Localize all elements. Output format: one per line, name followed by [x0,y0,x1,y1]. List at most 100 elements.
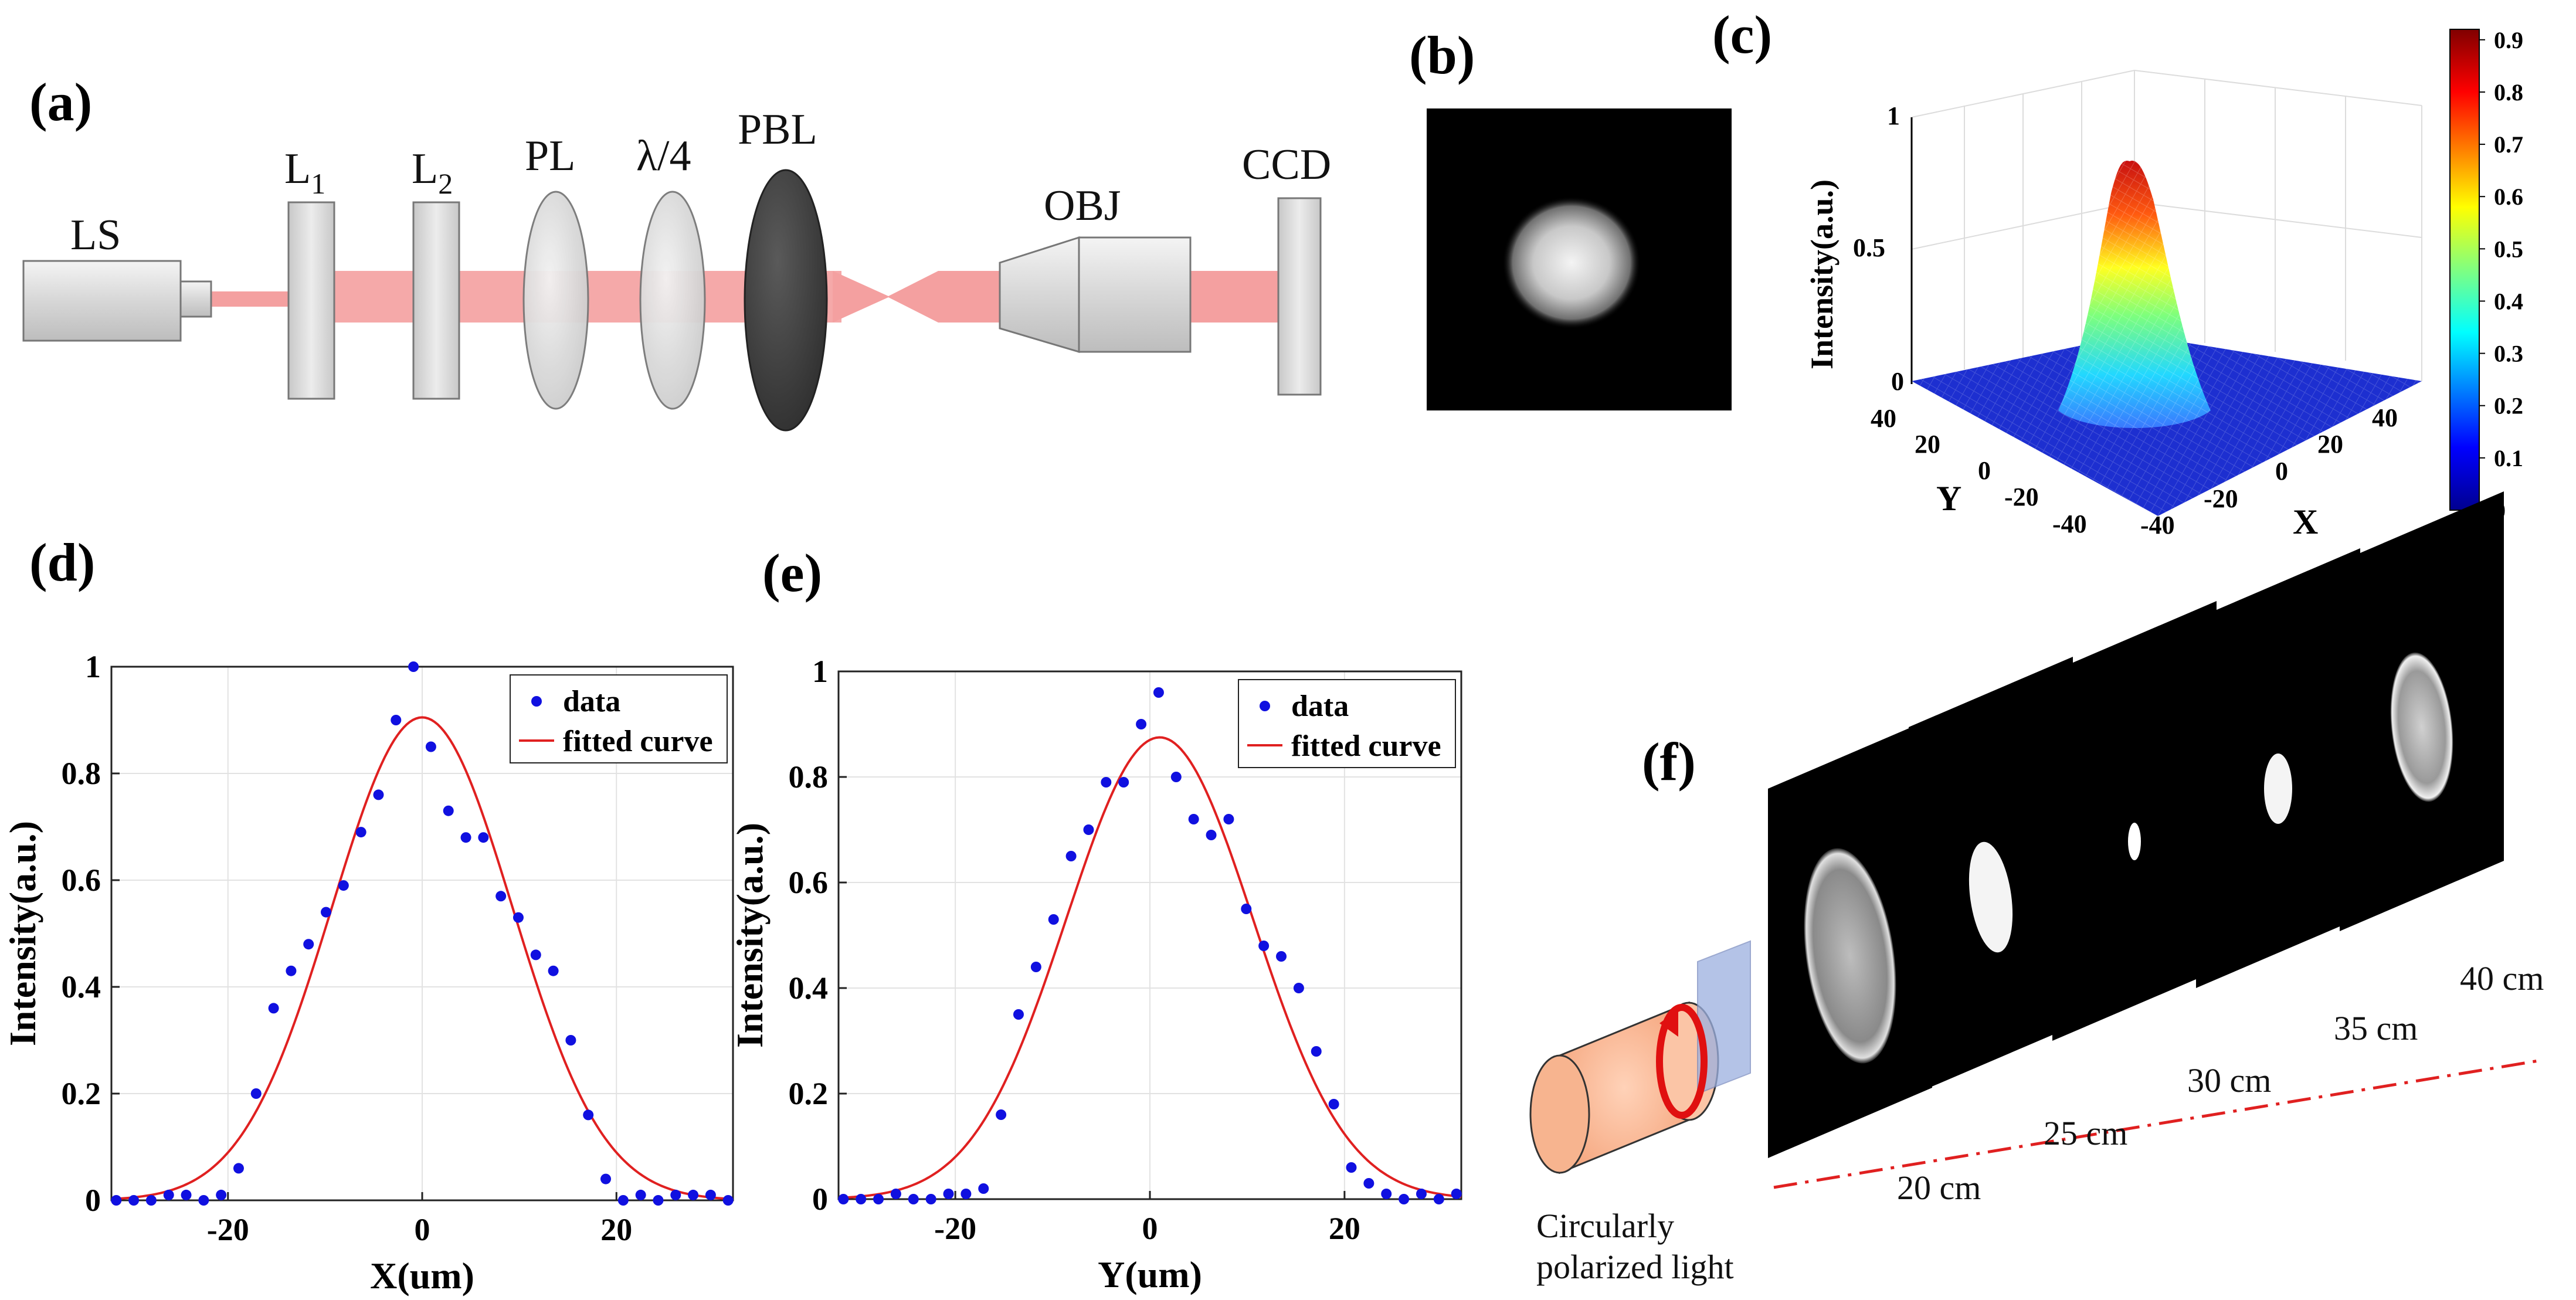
data-point [1258,941,1270,951]
data-point [705,1189,716,1200]
ylabel: Y [1936,479,1961,518]
x-tick-label: 0 [415,1212,430,1247]
y-tick-label: 0.2 [789,1076,829,1111]
data-point [1170,772,1182,782]
laser-aperture [179,280,212,318]
data-point [1363,1178,1374,1189]
data-point [565,1035,576,1046]
data-point [338,880,349,891]
data-point [1311,1046,1322,1057]
y-tick-label: 0.2 [62,1076,101,1111]
legend-marker-data [1260,701,1270,711]
panel-f-propagation: (f) Circularly polarized light [1529,491,2544,1286]
label-quarter-wave: λ/4 [636,132,691,180]
beam-spot [1502,196,1641,329]
label-l1-main: L [284,145,311,193]
y-tick-label: 0 [85,1183,101,1218]
data-point [425,741,436,752]
label-pl: PL [525,132,575,180]
surface-peak-mesh [2058,161,2211,428]
label-l2: L2 [412,145,453,200]
panel-label-d: (d) [29,532,95,592]
y-tick-label: 1 [812,654,828,689]
spot-20cm [1804,848,1896,1064]
data-point [1030,962,1041,972]
x-tick-label: 0 [1142,1211,1158,1246]
panel-label-a: (a) [29,72,92,132]
xtick-20: 20 [2317,430,2343,459]
data-point [1065,851,1077,861]
x-tick-label: 20 [600,1212,632,1247]
light-source [1529,940,1751,1175]
data-point [600,1173,612,1184]
data-point [1451,1189,1462,1199]
x-axis-label: Y(um) [1098,1254,1202,1295]
data-point [722,1195,734,1206]
data-point [617,1195,629,1206]
data-point [1083,824,1094,835]
data-point [1118,777,1129,788]
screen-25cm [1909,657,2073,1097]
data-point [1188,814,1199,824]
data-point [908,1194,919,1204]
data-point [198,1195,209,1206]
data-point [513,912,524,923]
data-point [391,715,402,725]
spot-25cm [1969,841,2013,953]
objective-front [999,236,1080,354]
screen-35cm [2196,548,2360,988]
data-point [1136,719,1147,729]
source-label-line1: Circularly [1536,1207,1674,1245]
data-point [145,1195,157,1206]
data-point [1013,1009,1024,1020]
data-point [303,939,314,950]
distance-25cm: 25 cm [2044,1114,2127,1152]
legend-box [510,674,728,763]
distance-20cm: 20 cm [1897,1169,1981,1207]
label-l1: L1 [284,145,325,200]
data-point [688,1189,699,1200]
fitted-curve-line [838,736,1462,1199]
data-point [1399,1194,1410,1204]
y-tick-label: 0.8 [789,759,829,795]
panel-e-profile: (e) -20 0 20 0 0.2 0.4 0.6 0.8 1 Y(um) Intensity(a… [729,543,1462,1295]
data-point [250,1088,262,1099]
label-l2-sub: 2 [438,167,453,200]
distance-40cm: 40 cm [2460,959,2544,997]
data-point [1433,1194,1444,1204]
data-point [1101,777,1112,788]
data-point [268,1003,279,1014]
data-point [943,1189,954,1199]
xtick-minus20: -20 [2204,484,2238,513]
legend-label-fit: fitted curve [1291,729,1441,763]
spot-30cm [2128,823,2141,860]
xtick-minus40: -40 [2140,511,2175,539]
data-point [1293,983,1304,993]
lens-l2 [412,201,460,400]
plot-e: -20 0 20 0 0.2 0.4 0.6 0.8 1 Y(um) Intensity(a.u.)… [729,654,1462,1295]
screen-30cm [2052,601,2217,1041]
data-point [373,789,384,800]
lens-l1 [287,201,335,400]
colorbar-tick-label: 0.9 [2494,27,2523,53]
panel-b-spot: (b) [1409,25,1732,410]
xlabel: X [2293,503,2318,541]
y-axis-label: Intensity(a.u.) [729,823,771,1048]
data-point [856,1194,867,1204]
circular-arrow-icon [1656,1004,1708,1119]
colorbar-tick-label: 0.2 [2494,393,2523,419]
source-label-line2: polarized light [1536,1248,1734,1286]
plot-d: -20 0 20 0 0.2 0.4 0.6 0.8 1 X(um) Intensity(a.u.)… [2,649,734,1296]
ztick-0-5: 0.5 [1853,233,1885,262]
y-tick-label: 0.6 [62,863,101,898]
data-point [583,1109,594,1121]
data-point [1206,830,1217,840]
ytick-20: 20 [1915,430,1940,459]
x-axis-label: X(um) [370,1255,474,1296]
data-point [653,1195,664,1206]
ytick-minus20: -20 [2004,483,2039,511]
pbl-lens [744,169,828,432]
panel-label-e: (e) [762,543,822,603]
data-point [670,1189,681,1200]
label-ls: LS [70,211,121,259]
